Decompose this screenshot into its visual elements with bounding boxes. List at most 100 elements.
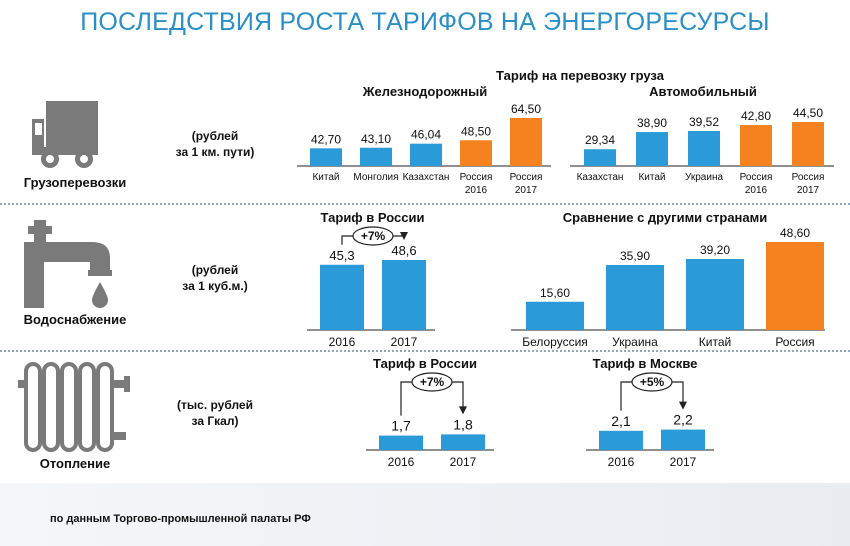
heat-russia-data-label: 1,8 (453, 416, 473, 432)
heat-russia-category-label: 2017 (450, 455, 477, 469)
road-bar (688, 130, 720, 166)
water-compare-category-label: Белоруссия (522, 335, 588, 349)
water-compare-bar (526, 301, 584, 330)
radiator-icon (18, 362, 130, 452)
rail-category-label: Казахстан (403, 172, 450, 183)
road-category-label: Россия (792, 172, 825, 183)
rail-category-label: Россия (460, 172, 493, 183)
heat-russia-change-badge (411, 372, 453, 392)
road-category-label: Китай (638, 172, 665, 183)
rail-category-label: Монголия (353, 172, 398, 183)
road-data-label: 38,90 (637, 116, 667, 130)
heat-moscow-category-label: 2016 (608, 455, 635, 469)
footer-band (0, 483, 850, 546)
road-category-label: 2016 (745, 185, 768, 196)
rail-data-label: 64,50 (511, 102, 541, 116)
section-divider (0, 203, 850, 205)
rail-title: Железнодорожный (362, 84, 487, 99)
rail-bar (360, 147, 392, 166)
heat-moscow-bar (599, 430, 643, 450)
water-compare-bar (766, 242, 824, 330)
heat-moscow-bar (661, 429, 705, 450)
heat-moscow-title: Тариф в Москве (593, 356, 698, 371)
road-category-label: Казахстан (577, 172, 624, 183)
water-compare-category-label: Украина (612, 335, 658, 349)
rail-bar (410, 143, 442, 166)
heat-moscow-data-label: 2,2 (673, 412, 693, 428)
heat-russia-category-label: 2016 (388, 455, 415, 469)
road-category-label: Россия (740, 172, 773, 183)
heat-moscow-arrowhead (679, 401, 687, 410)
heat-moscow-change-label: +5% (640, 375, 665, 389)
water-compare-category-label: Китай (699, 335, 731, 349)
rail-category-label: Китай (312, 172, 339, 183)
heat-moscow-category-label: 2017 (670, 455, 697, 469)
water-russia-category-label: 2016 (329, 335, 356, 349)
rail-category-label: 2016 (465, 185, 488, 196)
faucet-icon (24, 220, 112, 308)
water-russia-data-label: 45,3 (329, 248, 354, 263)
rail-data-label: 42,70 (311, 132, 341, 146)
freight-header: Тариф на перевозку груза (496, 68, 664, 83)
section-divider (0, 350, 850, 352)
road-data-label: 44,50 (793, 106, 823, 120)
heat-russia-bar (379, 435, 423, 450)
heat-moscow-change-badge (631, 372, 673, 392)
water-russia-chart: Тариф в России 45,3 2016 48,6 2017 +7% (307, 210, 435, 349)
water-compare-bar (686, 259, 744, 330)
heat-russia-change-label: +7% (420, 375, 445, 389)
rail-bar (460, 140, 492, 166)
unit-label-freight: (рублей за 1 км. пути) (175, 129, 255, 159)
heat-moscow-data-label: 2,1 (611, 413, 631, 429)
heat-russia-arrowhead (459, 406, 467, 415)
road-bar (584, 149, 616, 166)
heat-russia-title: Тариф в России (373, 356, 477, 371)
water-compare-category-label: Россия (775, 335, 814, 349)
water-russia-title: Тариф в России (321, 210, 425, 225)
rail-data-label: 46,04 (411, 128, 441, 142)
rail-data-label: 43,10 (361, 132, 391, 146)
road-title: Автомобильный (649, 84, 757, 99)
water-russia-bar (320, 264, 364, 330)
rail-chart: Железнодорожный 42,70 Китай 43,10 Монголия 46… (297, 84, 551, 196)
page-title: ПОСЛЕДСТВИЯ РОСТА ТАРИФОВ НА ЭНЕРГОРЕСУР… (80, 8, 770, 36)
road-category-label: 2017 (797, 185, 820, 196)
rail-bar (310, 148, 342, 166)
truck-icon (32, 101, 98, 168)
water-russia-change-badge (352, 226, 394, 246)
heat-moscow-chart: Тариф в Москве 2,1 2016 2,2 2017 +5% (586, 356, 714, 469)
water-compare-data-label: 48,60 (780, 226, 810, 240)
road-bar (740, 125, 772, 166)
water-russia-data-label: 48,6 (391, 243, 416, 258)
water-compare-data-label: 39,20 (700, 243, 730, 257)
road-category-label: Украина (685, 172, 724, 183)
road-data-label: 39,52 (689, 115, 719, 129)
section-label-freight: Грузоперевозки (23, 175, 127, 190)
road-bar (636, 132, 668, 166)
rail-category-label: 2017 (515, 185, 538, 196)
water-compare-bar (606, 264, 664, 330)
water-russia-arrowhead (400, 232, 408, 240)
heat-russia-chart: Тариф в России 1,7 2016 1,8 2017 +7% (366, 356, 494, 469)
water-compare-chart: Сравнение с другими странами 15,60 Белорус… (511, 210, 825, 349)
water-russia-bar (382, 260, 426, 330)
heat-russia-bar (441, 434, 485, 450)
source-note: по данным Торгово-промышленной палаты РФ (50, 513, 311, 525)
road-data-label: 29,34 (585, 133, 615, 147)
road-bar (792, 122, 824, 166)
water-compare-data-label: 35,90 (620, 249, 650, 263)
section-label-heating: Отопление (39, 456, 111, 471)
water-russia-category-label: 2017 (391, 335, 418, 349)
heat-russia-data-label: 1,7 (391, 418, 411, 434)
unit-label-water: (рублей за 1 куб.м.) (182, 263, 248, 293)
water-compare-title: Сравнение с другими странами (563, 210, 768, 225)
unit-label-heating: (тыс. рублей за Гкал) (177, 398, 253, 428)
section-label-water: Водоснабжение (23, 312, 127, 327)
rail-category-label: Россия (510, 172, 543, 183)
road-chart: Автомобильный 29,34 Казахстан 38,90 Китай 39,… (570, 84, 834, 196)
road-data-label: 42,80 (741, 109, 771, 123)
rail-bar (510, 118, 542, 166)
water-compare-data-label: 15,60 (540, 286, 570, 300)
water-russia-change-label: +7% (361, 229, 386, 243)
rail-data-label: 48,50 (461, 124, 491, 138)
